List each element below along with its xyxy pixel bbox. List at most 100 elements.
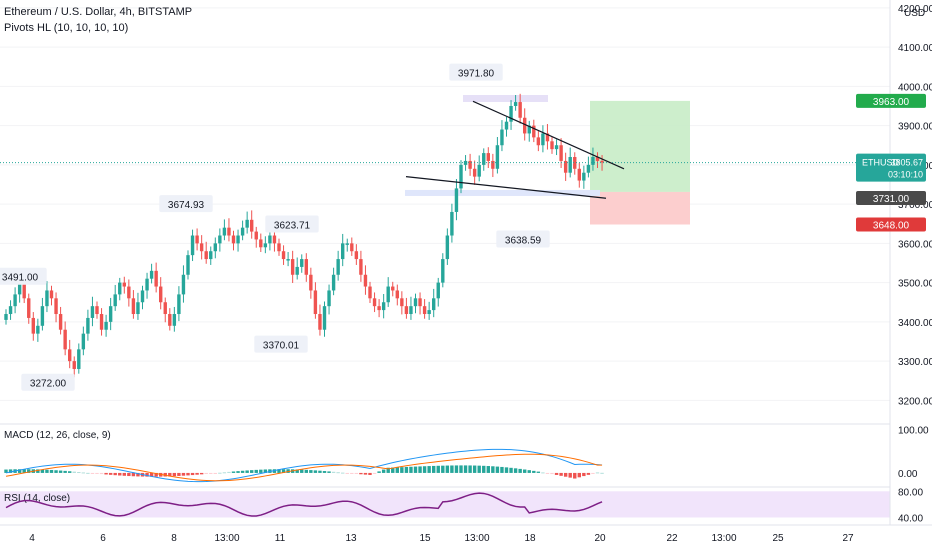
macd-histogram-bar: [377, 471, 381, 473]
macd-histogram-bar: [523, 469, 527, 473]
candle-body: [368, 286, 372, 299]
macd-pane[interactable]: MACD (12, 26, close, 9) 100.00 0.00: [4, 425, 929, 483]
macd-histogram-bar: [491, 466, 495, 473]
candle-body: [445, 235, 450, 260]
macd-histogram-bar: [181, 472, 186, 476]
candle-body: [541, 133, 545, 146]
macd-histogram-bar: [190, 472, 195, 476]
candle-body: [181, 274, 186, 295]
macd-histogram-bar: [495, 466, 500, 473]
macd-histogram-bar: [195, 472, 199, 475]
time-tick-label: 11: [275, 533, 286, 544]
candle-body: [313, 290, 318, 315]
upper-trendline: [472, 100, 625, 170]
candle-body: [81, 333, 86, 350]
candle-body: [427, 310, 431, 315]
candle-body: [363, 274, 368, 287]
price-tick-label: 3700.00: [898, 200, 932, 211]
candle-body: [254, 231, 258, 240]
macd-histogram-bar: [236, 471, 240, 473]
macd-histogram-bar: [95, 472, 99, 474]
candle-body: [550, 141, 554, 150]
pivot-low-label: 3370.01: [263, 341, 300, 352]
entry-price-badge: 3731.00: [873, 194, 910, 205]
macd-histogram-bar: [131, 472, 136, 477]
candle-body: [54, 298, 58, 315]
macd-histogram-bar: [436, 465, 440, 473]
macd-histogram-bar: [532, 470, 536, 473]
macd-histogram-bar: [199, 472, 204, 475]
candle-body: [536, 137, 541, 146]
candle-body: [168, 314, 172, 326]
rsi-pane[interactable]: RSI (14, close) 80.00 40.00: [0, 487, 923, 524]
macd-histogram-bar: [550, 472, 554, 475]
candle-body: [331, 274, 336, 291]
candle-body: [31, 317, 35, 334]
stop-price-badge: 3648.00: [873, 221, 910, 232]
trendlines[interactable]: [405, 100, 625, 199]
macd-histogram-bar: [186, 472, 190, 476]
pivot-labels: 3971.80 3674.93 3623.71 3491.00 3638.59 3370.…: [0, 63, 550, 391]
candle-body: [222, 227, 227, 236]
macd-histogram-bar: [568, 472, 572, 478]
candle-body: [250, 219, 254, 232]
macd-histogram-bar: [281, 469, 286, 473]
candle-body: [523, 117, 527, 134]
macd-histogram-bar: [136, 472, 140, 477]
macd-histogram-bar: [40, 469, 45, 473]
macd-histogram-bar: [163, 472, 167, 477]
macd-histogram-bar: [536, 471, 541, 473]
pivots-indicator-label[interactable]: Pivots HL (10, 10, 10, 10): [4, 22, 129, 34]
candle-body: [436, 282, 440, 299]
macd-tick-label: 100.00: [898, 425, 929, 436]
position-zones[interactable]: [405, 94, 690, 225]
candle-body: [136, 302, 140, 315]
candle-body: [154, 270, 158, 287]
macd-histogram-bar: [372, 472, 377, 474]
pivot-low-label-bg: [254, 335, 308, 353]
grid-lines: [0, 7, 890, 401]
candle-body: [272, 235, 277, 244]
countdown-badge: 03:10:10: [888, 170, 923, 180]
candle-body: [131, 298, 136, 315]
macd-histogram-bar: [81, 472, 86, 474]
time-tick-label: 25: [772, 533, 784, 544]
pivot-low-band: [405, 189, 600, 196]
candle-body: [209, 251, 213, 260]
candle-body: [341, 243, 345, 260]
candle-body: [491, 160, 495, 169]
candle-body: [17, 282, 22, 295]
candle-body: [13, 294, 17, 307]
macd-histogram-bar: [263, 469, 268, 473]
candle-body: [472, 168, 477, 177]
candle-body: [118, 282, 122, 295]
macd-histogram-bar: [559, 472, 563, 476]
candle-body: [413, 298, 418, 307]
rsi-tick-label: 80.00: [898, 487, 923, 498]
time-tick-label: 22: [666, 533, 678, 544]
candle-body: [186, 255, 190, 275]
macd-histogram-bar: [77, 472, 81, 474]
candle-body: [172, 314, 177, 326]
price-tick-label: 4000.00: [898, 82, 932, 93]
candle-body: [104, 321, 108, 330]
macd-histogram-bar: [63, 470, 67, 473]
target-price-badge-bg: [856, 93, 926, 108]
time-tick-label: 27: [842, 533, 854, 544]
candle-body: [418, 298, 422, 307]
macd-histogram-bar: [573, 472, 577, 479]
macd-histogram-bar: [172, 472, 177, 477]
candlestick-series[interactable]: [0, 93, 890, 378]
macd-histogram-bar: [286, 469, 290, 473]
candle-body: [345, 243, 349, 245]
candle-body: [113, 294, 117, 307]
pivot-high-band: [463, 94, 548, 102]
macd-histogram-bar: [104, 472, 108, 475]
candle-body: [286, 259, 290, 261]
time-tick-label: 13:00: [214, 533, 239, 544]
macd-histogram-bar: [313, 470, 318, 473]
pivot-low-label-bg: [21, 373, 75, 391]
